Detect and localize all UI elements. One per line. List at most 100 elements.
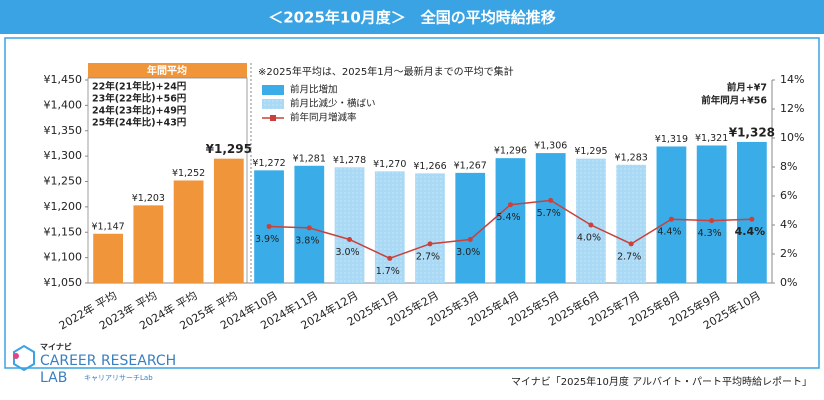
- note: ※2025年平均は、2025年1月～最新月までの平均で集計: [258, 65, 514, 78]
- y2-tick-label: 10%: [780, 131, 804, 144]
- annual-header-box: [88, 63, 247, 78]
- logo-icon: [13, 344, 35, 372]
- line-point: [548, 197, 554, 203]
- line-value-label: 1.7%: [376, 266, 400, 277]
- bar-value-label: ¥1,147: [91, 221, 124, 232]
- line-value-label: 3.0%: [456, 247, 480, 258]
- annual-note: 23年(22年比)+56円: [92, 93, 186, 105]
- source: マイナビ「2025年10月度 アルバイト・パート平均時給レポート」: [511, 375, 812, 388]
- bar: [294, 165, 325, 283]
- line-point: [507, 202, 513, 208]
- bar-value-label: ¥1,306: [534, 141, 567, 152]
- y-tick-label: ¥1,350: [44, 124, 83, 137]
- legend-swatch: [270, 115, 276, 121]
- legend-label: 前月比増加: [290, 84, 338, 96]
- bar-value-label: ¥1,266: [413, 161, 446, 172]
- legend-label: 前年同月増減率: [290, 112, 357, 124]
- y-tick-label: ¥1,400: [44, 98, 83, 111]
- y2-tick-label: 6%: [780, 189, 797, 202]
- bar: [656, 146, 687, 283]
- bar: [455, 172, 486, 283]
- bar: [213, 158, 244, 283]
- line-value-label: 4.3%: [698, 228, 722, 239]
- bar: [495, 158, 526, 283]
- legend-swatch: [262, 85, 284, 95]
- bar: [616, 164, 647, 283]
- line-value-label: 4.4%: [657, 227, 681, 238]
- bar-value-label: ¥1,319: [655, 134, 688, 145]
- logo-jp: キャリアリサーチLab: [84, 374, 153, 382]
- logo-brand: マイナビ: [40, 342, 72, 352]
- bar-value-label: ¥1,278: [333, 155, 366, 166]
- chart-title: ＜2025年10月度＞ 全国の平均時給推移: [268, 9, 556, 27]
- y-tick-label: ¥1,450: [44, 73, 83, 86]
- bar-value-label: ¥1,296: [494, 146, 527, 157]
- y2-tick-label: 0%: [780, 276, 797, 289]
- annual-note: 24年(23年比)+49円: [92, 105, 186, 117]
- logo-name: CAREER RESEARCH: [40, 353, 176, 369]
- line-point: [467, 237, 473, 242]
- y-tick-label: ¥1,250: [44, 175, 83, 188]
- bar: [133, 205, 164, 283]
- line-value-label: 5.7%: [537, 208, 561, 219]
- line-point: [306, 225, 312, 231]
- line-value-label: 4.0%: [577, 233, 601, 244]
- y-tick-label: ¥1,150: [44, 225, 83, 238]
- annual-header: 年間平均: [147, 64, 187, 77]
- y2-tick-label: 12%: [780, 102, 804, 115]
- y2-tick-label: 4%: [780, 218, 797, 231]
- line-point: [427, 241, 433, 247]
- y-tick-label: ¥1,200: [44, 200, 83, 213]
- bar: [93, 233, 124, 283]
- line-point: [347, 237, 353, 242]
- logo: マイナビ CAREER RESEARCH LAB キャリアリサーチLab: [13, 342, 176, 386]
- change-note: 前年同月+¥56: [701, 95, 767, 107]
- line-point: [709, 218, 715, 224]
- bar: [736, 141, 767, 283]
- annual-note: 22年(21年比)+24円: [92, 81, 186, 93]
- bar-value-label: ¥1,281: [293, 153, 326, 164]
- bar-value-label: ¥1,267: [454, 160, 487, 171]
- bar: [576, 158, 606, 283]
- bar: [374, 171, 405, 283]
- line-point: [387, 255, 393, 261]
- line-value-label: 3.8%: [295, 235, 319, 246]
- title-bar: [0, 0, 824, 34]
- line-value-label: 2.7%: [617, 251, 641, 262]
- bar-value-label: ¥1,295: [206, 142, 252, 156]
- logo-sub: LAB: [40, 370, 67, 386]
- line-point: [628, 241, 634, 247]
- line-point: [266, 223, 272, 229]
- line-value-label: 5.4%: [496, 212, 520, 223]
- line-value-label: 3.0%: [335, 247, 359, 258]
- y2-tick-label: 8%: [780, 160, 797, 173]
- bar: [415, 173, 445, 283]
- legend-label: 前月比減少・横ばい: [290, 98, 376, 110]
- y2-tick-label: 2%: [780, 247, 797, 260]
- line-point: [749, 216, 755, 222]
- logo-dot: [13, 353, 19, 359]
- legend-swatch: [262, 99, 284, 109]
- line-value-label: 3.9%: [255, 234, 279, 245]
- bar: [696, 145, 727, 283]
- line-value-label: 4.4%: [735, 225, 766, 238]
- bar: [173, 180, 204, 283]
- bar: [535, 153, 566, 283]
- bar-value-label: ¥1,272: [252, 158, 285, 169]
- bar: [334, 167, 365, 283]
- annual-note: 25年(24年比)+43円: [92, 117, 186, 129]
- y-tick-label: ¥1,300: [44, 149, 83, 162]
- y-tick-label: ¥1,100: [44, 251, 83, 264]
- bar-value-label: ¥1,295: [574, 146, 607, 157]
- y-tick-label: ¥1,050: [44, 276, 83, 289]
- bar-value-label: ¥1,252: [172, 168, 205, 179]
- y2-tick-label: 14%: [780, 73, 804, 86]
- line-point: [668, 216, 674, 222]
- bar-value-label: ¥1,270: [373, 159, 406, 170]
- line-value-label: 2.7%: [416, 251, 440, 262]
- bar-value-label: ¥1,283: [615, 152, 648, 163]
- bar-value-label: ¥1,328: [729, 125, 775, 139]
- bar-value-label: ¥1,321: [695, 133, 728, 144]
- bar-value-label: ¥1,203: [132, 193, 165, 204]
